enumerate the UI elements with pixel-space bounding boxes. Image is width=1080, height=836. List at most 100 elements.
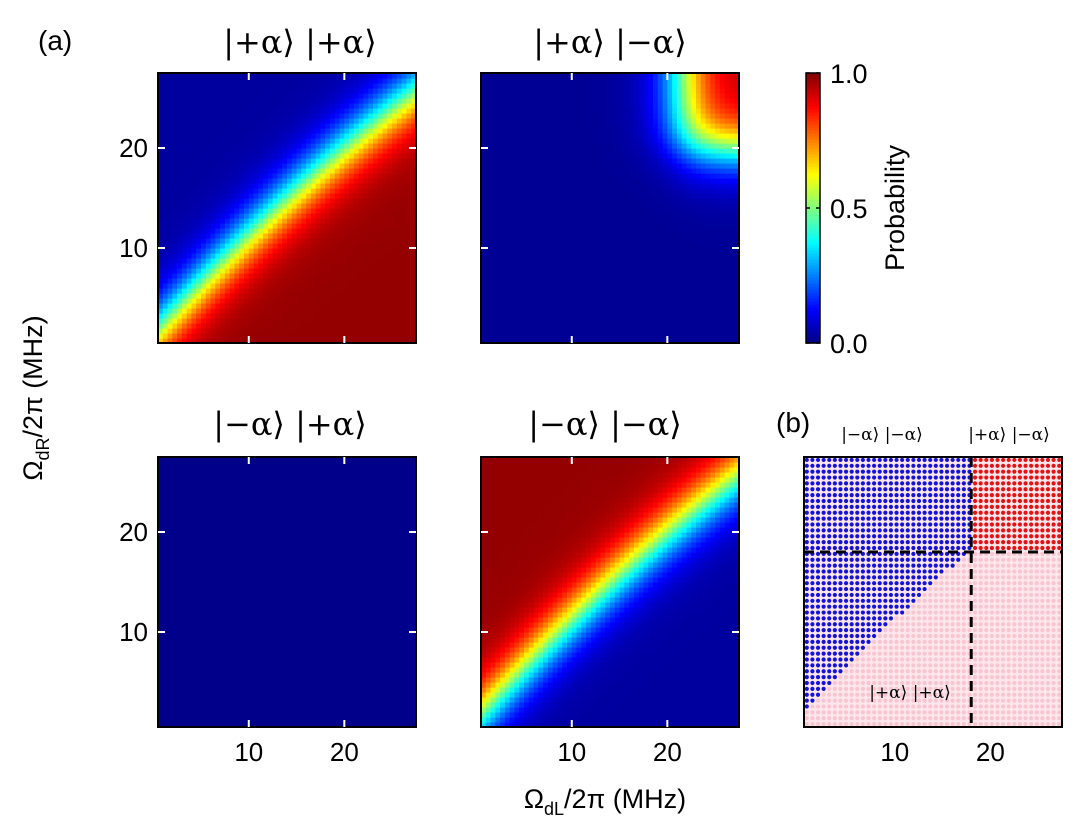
heatmap-cell	[411, 283, 417, 289]
heatmap-cell	[629, 183, 635, 189]
heatmap-cell	[392, 138, 398, 144]
heatmap-cell	[411, 248, 417, 254]
heatmap-cell	[310, 273, 317, 279]
heatmap-cell	[401, 148, 408, 154]
heatmap-cell	[509, 153, 516, 159]
heatmap-cell	[229, 278, 236, 284]
heatmap-cell	[571, 118, 578, 124]
heatmap-cell	[191, 298, 197, 304]
heatmap-cell	[614, 203, 621, 209]
heatmap-cell	[605, 103, 611, 109]
heatmap-cell	[406, 288, 412, 294]
heatmap-cell	[368, 198, 374, 204]
heatmap-cell	[500, 243, 506, 249]
heatmap-cell	[162, 303, 169, 309]
heatmap-cell	[177, 228, 183, 234]
heatmap-cell	[248, 308, 255, 314]
heatmap-cell	[581, 278, 587, 284]
heatmap-cell	[387, 338, 393, 344]
heatmap-cell	[590, 78, 597, 84]
heatmap-cell	[401, 133, 408, 139]
heatmap-cell	[528, 78, 535, 84]
heatmap-cell	[368, 288, 374, 294]
heatmap-cell	[181, 203, 188, 209]
heatmap-cell	[301, 283, 307, 289]
heatmap-cell	[396, 98, 403, 104]
heatmap-cell	[392, 198, 398, 204]
heatmap-cell	[181, 218, 188, 224]
heatmap-cell	[648, 193, 654, 199]
heatmap-cell	[244, 253, 250, 259]
heatmap-cell	[363, 243, 369, 249]
heatmap-cell	[234, 88, 240, 94]
heatmap-cell	[320, 208, 326, 214]
heatmap-cell	[167, 153, 173, 159]
heatmap-cell	[590, 203, 597, 209]
heatmap-cell	[557, 333, 563, 339]
heatmap-cell	[619, 203, 625, 209]
heatmap-cell	[382, 318, 388, 324]
heatmap-cell	[495, 138, 501, 144]
heatmap-cell	[267, 73, 274, 79]
heatmap-cell	[220, 223, 226, 229]
heatmap-cell	[528, 83, 535, 89]
heatmap-cell	[595, 243, 602, 249]
heatmap-cell	[576, 283, 582, 289]
heatmap-cell	[296, 258, 302, 264]
heatmap-cell	[481, 303, 487, 309]
heatmap-cell	[244, 238, 250, 244]
heatmap-cell	[158, 153, 164, 159]
heatmap-cell	[504, 218, 511, 224]
heatmap-cell	[344, 333, 350, 339]
heatmap-cell	[239, 108, 245, 114]
heatmap-cell	[406, 133, 412, 139]
heatmap-cell	[287, 168, 293, 174]
heatmap-cell	[600, 213, 606, 219]
heatmap-cell	[485, 253, 492, 259]
heatmap-cell	[495, 243, 501, 249]
heatmap-cell	[377, 313, 384, 319]
heatmap-cell	[401, 138, 408, 144]
heatmap-cell	[224, 148, 231, 154]
heatmap-cell	[315, 278, 322, 284]
heatmap-cell	[205, 288, 212, 294]
heatmap-cell	[619, 158, 625, 164]
heatmap-cell	[387, 238, 393, 244]
heatmap-cell	[344, 103, 350, 109]
heatmap-cell	[358, 208, 365, 214]
heatmap-cell	[248, 88, 255, 94]
heatmap-cell	[411, 298, 417, 304]
heatmap-cell	[229, 263, 236, 269]
heatmap-cell	[353, 238, 360, 244]
heatmap-cell	[519, 208, 525, 214]
heatmap-cell	[201, 198, 207, 204]
heatmap-cell	[543, 143, 549, 149]
heatmap-cell	[158, 273, 164, 279]
heatmap-cell	[215, 178, 221, 184]
heatmap-cell	[358, 228, 365, 234]
heatmap-cell	[272, 148, 279, 154]
heatmap-cell	[524, 323, 530, 329]
heatmap-cell	[320, 293, 326, 299]
heatmap-cell	[191, 198, 197, 204]
heatmap-cell	[210, 83, 216, 89]
heatmap-cell	[586, 293, 592, 299]
heatmap-cell	[600, 173, 606, 179]
heatmap-cell	[519, 328, 525, 334]
heatmap-cell	[411, 123, 417, 129]
heatmap-cell	[162, 308, 169, 314]
heatmap-cell	[248, 193, 255, 199]
heatmap-cell	[653, 148, 659, 154]
heatmap-cell	[201, 278, 207, 284]
heatmap-cell	[272, 238, 279, 244]
heatmap-cell	[581, 128, 587, 134]
heatmap-cell	[248, 213, 255, 219]
heatmap-cell	[633, 238, 640, 244]
heatmap-cell	[653, 118, 659, 124]
heatmap-cell	[653, 258, 659, 264]
heatmap-cell	[244, 193, 250, 199]
heatmap-cell	[543, 168, 549, 174]
heatmap-cell	[605, 198, 611, 204]
heatmap-cell	[485, 318, 492, 324]
heatmap-cell	[638, 208, 645, 214]
